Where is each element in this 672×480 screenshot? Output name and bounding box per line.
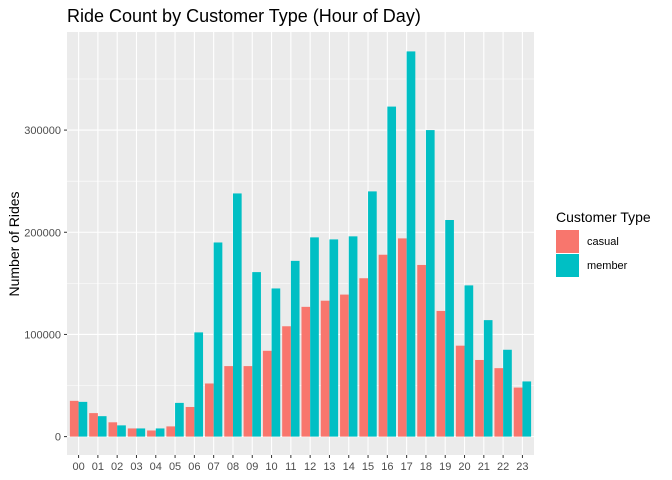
x-tick-label: 04 — [150, 461, 162, 473]
bar-member-01 — [97, 416, 107, 437]
y-tick-label: 0 — [55, 432, 61, 444]
bar-member-12 — [310, 237, 319, 437]
x-tick-label: 15 — [362, 461, 374, 473]
bar-casual-06 — [185, 406, 195, 437]
bars — [69, 51, 532, 437]
x-tick-label: 18 — [420, 461, 432, 473]
x-tick-label: 02 — [111, 461, 123, 473]
legend-swatch-member — [556, 254, 579, 277]
bar-member-05 — [175, 402, 184, 437]
bar-member-20 — [464, 285, 474, 437]
x-tick-label: 06 — [188, 461, 200, 473]
bar-member-07 — [213, 242, 223, 437]
bar-casual-19 — [436, 310, 446, 437]
bar-casual-15 — [359, 278, 369, 437]
x-tick-label: 11 — [285, 461, 296, 473]
bar-casual-02 — [108, 422, 118, 437]
bar-casual-21 — [475, 359, 484, 437]
bar-member-15 — [368, 191, 377, 437]
bar-casual-12 — [301, 306, 311, 437]
legend-title: Customer Type — [556, 209, 651, 225]
x-tick-label: 20 — [458, 461, 470, 473]
x-tick-label: 16 — [381, 461, 393, 473]
x-tick-label: 23 — [516, 461, 528, 473]
bar-member-16 — [387, 106, 397, 437]
bar-member-13 — [329, 239, 339, 437]
y-tick-label: 300000 — [24, 125, 61, 137]
x-tick-label: 01 — [92, 461, 104, 473]
bar-member-14 — [348, 236, 358, 437]
bar-member-03 — [136, 428, 146, 437]
bar-casual-20 — [455, 345, 465, 437]
bar-casual-03 — [127, 428, 137, 437]
legend: Customer Type casual member — [556, 209, 651, 277]
bar-member-00 — [78, 401, 88, 437]
x-tick-label: 07 — [208, 461, 220, 473]
bar-casual-18 — [417, 264, 426, 437]
bar-member-22 — [503, 349, 512, 437]
bar-member-11 — [290, 260, 300, 437]
x-tick-label: 13 — [323, 461, 335, 473]
x-tick-label: 22 — [497, 461, 509, 473]
x-tick-label: 10 — [265, 461, 277, 473]
x-tick-label: 12 — [304, 461, 316, 473]
x-tick-label: 14 — [343, 461, 355, 473]
legend-swatch-casual — [556, 230, 579, 253]
bar-member-23 — [522, 381, 532, 437]
bar-casual-22 — [494, 368, 504, 437]
bar-member-21 — [483, 320, 493, 437]
x-tick-label: 00 — [72, 461, 84, 473]
bar-casual-05 — [166, 426, 176, 437]
bar-casual-01 — [89, 413, 98, 437]
y-tick-label: 100000 — [24, 329, 61, 341]
bar-casual-17 — [397, 238, 407, 437]
x-tick-label: 17 — [401, 461, 413, 473]
bar-casual-07 — [204, 383, 214, 437]
y-axis-title: Number of Rides — [6, 191, 22, 296]
bar-member-10 — [271, 288, 281, 437]
bar-casual-23 — [513, 387, 523, 437]
legend-label-casual: casual — [587, 236, 619, 248]
bar-member-08 — [232, 193, 242, 437]
x-tick-label: 09 — [246, 461, 258, 473]
bar-member-18 — [425, 130, 435, 437]
bar-member-17 — [406, 51, 416, 437]
bar-member-06 — [194, 332, 204, 437]
x-tick-label: 08 — [227, 461, 239, 473]
bar-member-19 — [445, 220, 454, 437]
bar-casual-10 — [262, 350, 272, 437]
legend-label-member: member — [587, 260, 628, 272]
bar-casual-16 — [378, 254, 388, 437]
y-tick-label: 200000 — [24, 227, 61, 239]
bar-member-02 — [117, 425, 126, 437]
bar-casual-08 — [224, 366, 233, 437]
bar-casual-14 — [340, 294, 349, 437]
bar-casual-11 — [282, 326, 291, 437]
x-tick-label: 05 — [169, 461, 181, 473]
bar-casual-09 — [243, 366, 253, 437]
bar-casual-00 — [69, 400, 79, 437]
x-tick-label: 03 — [130, 461, 142, 473]
y-axis: 0 100000 200000 300000 — [24, 125, 67, 444]
x-tick-label: 19 — [439, 461, 451, 473]
bar-casual-13 — [320, 300, 330, 437]
bar-member-09 — [252, 272, 261, 437]
x-axis: 00 01 02 03 04 05 06 07 08 09 10 11 12 13 14 15 16 17 18 19… — [72, 455, 529, 473]
bar-casual-04 — [147, 430, 156, 437]
x-tick-label: 21 — [478, 461, 490, 473]
chart-title: Ride Count by Customer Type (Hour of Day… — [67, 6, 421, 26]
bar-member-04 — [155, 428, 165, 437]
